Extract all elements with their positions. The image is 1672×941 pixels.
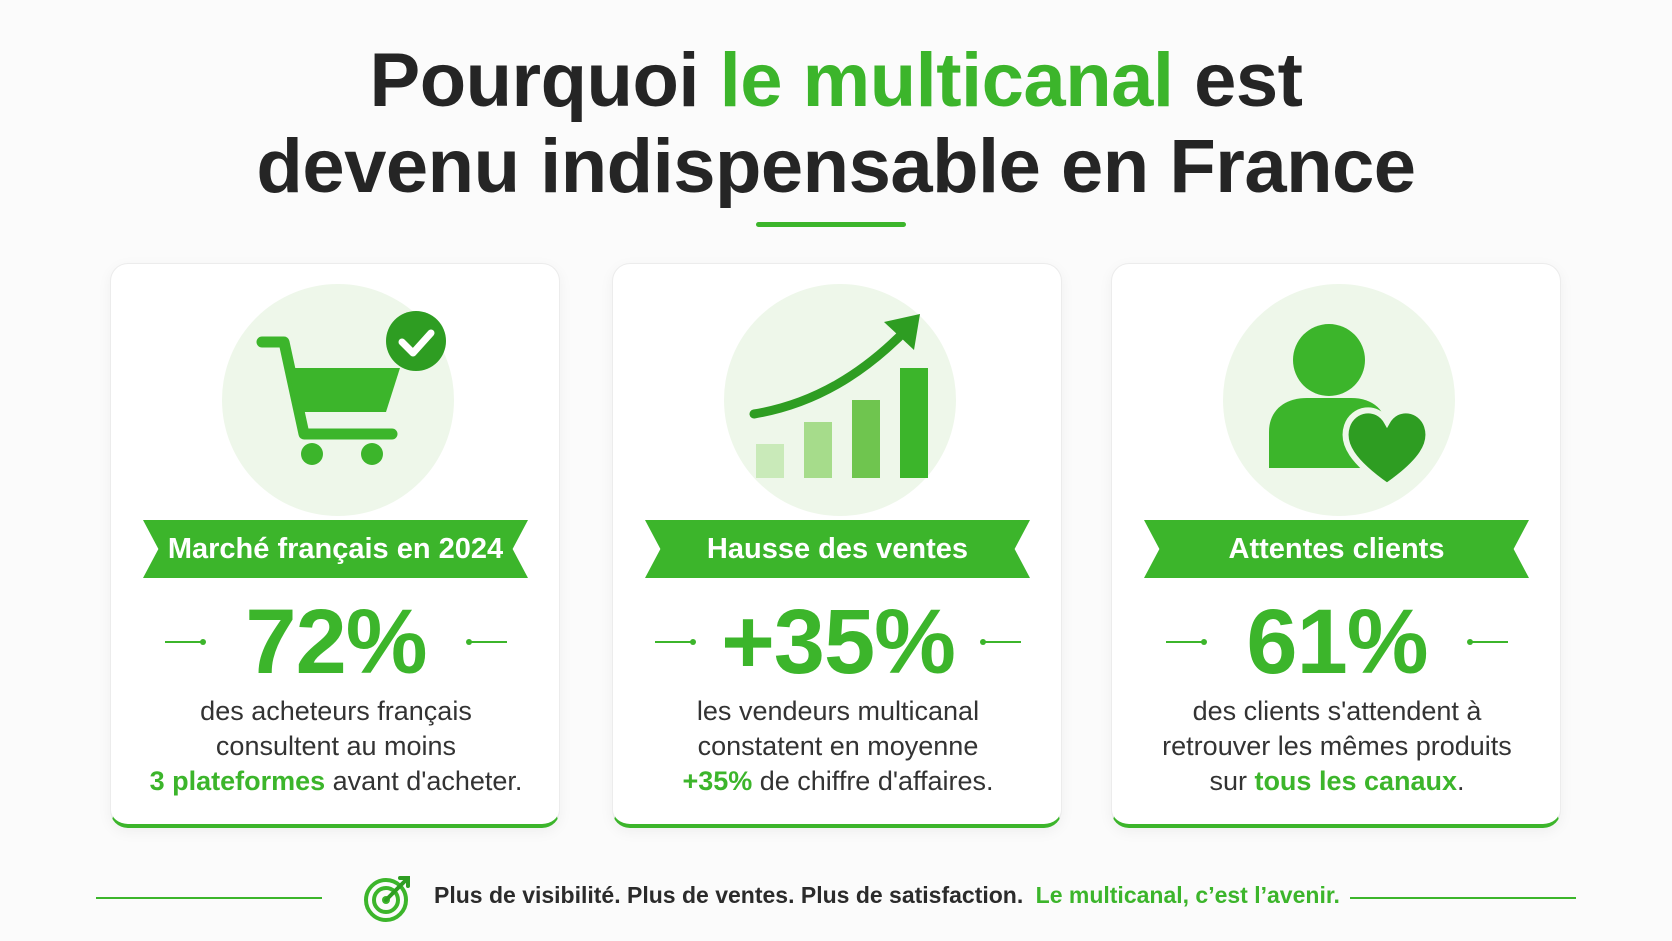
title-line1-pre: Pourquoi xyxy=(369,38,720,123)
dash-decoration xyxy=(466,639,507,645)
icon-circle xyxy=(1223,284,1455,516)
stat-value: 61% xyxy=(1246,591,1428,693)
stat-value: +35% xyxy=(721,591,956,693)
target-icon xyxy=(364,876,410,922)
desc-highlight: 3 plateformes xyxy=(149,766,326,796)
user-heart-icon xyxy=(1269,324,1432,490)
desc-line: retrouver les mêmes produits xyxy=(1162,731,1512,761)
desc-line: consultent au moins xyxy=(215,731,457,761)
card-market: Marché français en 2024 72% des acheteur… xyxy=(110,263,560,828)
ribbon-label: Marché français en 2024 xyxy=(143,520,528,578)
desc-rest: . xyxy=(1457,766,1465,796)
shopping-cart-check-icon xyxy=(256,311,446,465)
desc-pre: sur xyxy=(1209,766,1255,796)
dash-decoration xyxy=(1166,639,1207,645)
dash-decoration xyxy=(655,639,697,645)
footer-highlight: Le multicanal, c’est l’avenir. xyxy=(1035,882,1340,908)
title-line1-post: est xyxy=(1173,38,1303,123)
stat-value: 72% xyxy=(245,591,427,693)
dash-decoration xyxy=(165,639,206,645)
desc-highlight: tous les canaux xyxy=(1254,766,1458,796)
desc-highlight: +35% xyxy=(682,766,753,796)
icon-circle xyxy=(724,284,956,516)
dash-decoration xyxy=(1467,639,1508,645)
ribbon-label: Attentes clients xyxy=(1144,520,1529,578)
page-title: Pourquoi le multicanal est devenu indisp… xyxy=(0,38,1672,210)
title-highlight: le multicanal xyxy=(719,38,1174,123)
stat-description: des clients s'attendent à retrouver les … xyxy=(1132,694,1542,799)
title-line2: devenu indispensable en France xyxy=(256,124,1416,209)
stat-description: les vendeurs multicanal constatent en mo… xyxy=(633,694,1043,799)
footer-divider-right xyxy=(1350,897,1576,899)
card-sales: Hausse des ventes +35% les vendeurs mult… xyxy=(612,263,1062,828)
stat-row: +35% xyxy=(613,594,1063,690)
stat-description: des acheteurs français consultent au moi… xyxy=(131,694,541,799)
desc-rest: avant d'acheter. xyxy=(325,766,523,796)
stat-row: 72% xyxy=(111,594,561,690)
desc-line: les vendeurs multicanal xyxy=(696,696,980,726)
footer: Plus de visibilité. Plus de ventes. Plus… xyxy=(0,870,1672,926)
footer-divider-left xyxy=(96,897,322,899)
footer-text: Plus de visibilité. Plus de ventes. Plus… xyxy=(434,882,1340,909)
icon-circle xyxy=(222,284,454,516)
desc-rest: de chiffre d'affaires. xyxy=(752,766,994,796)
title-underline xyxy=(756,222,906,227)
card-customers: Attentes clients 61% des clients s'atten… xyxy=(1111,263,1561,828)
desc-line: constatent en moyenne xyxy=(697,731,979,761)
ribbon-label: Hausse des ventes xyxy=(645,520,1030,578)
footer-tagline: Plus de visibilité. Plus de ventes. Plus… xyxy=(434,882,1024,908)
stat-row: 61% xyxy=(1112,594,1562,690)
growth-chart-icon xyxy=(749,314,928,478)
desc-line: des acheteurs français xyxy=(200,696,472,726)
dash-decoration xyxy=(979,639,1021,645)
desc-line: des clients s'attendent à xyxy=(1192,696,1482,726)
